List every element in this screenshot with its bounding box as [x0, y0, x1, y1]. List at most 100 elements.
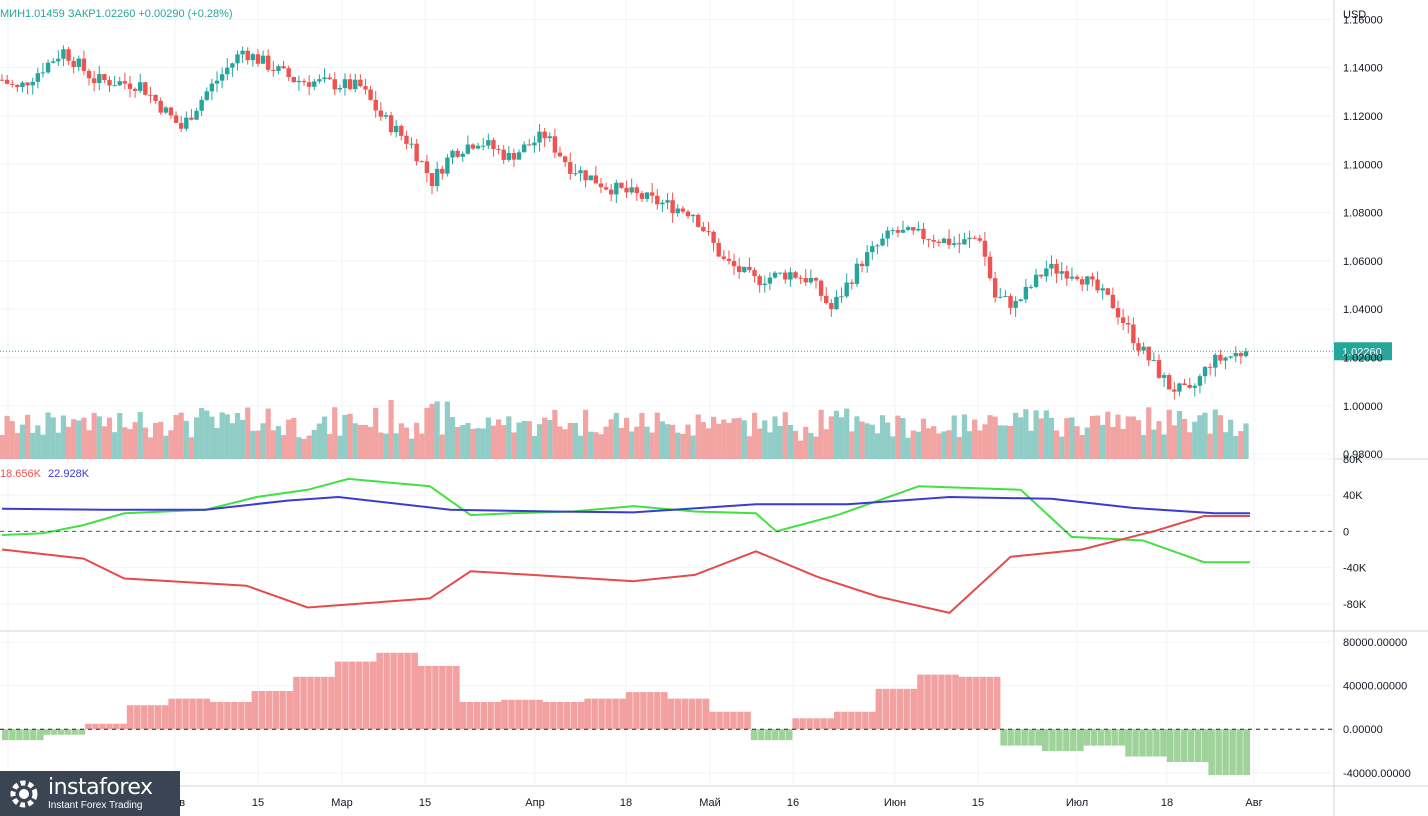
time-tick-label: 15	[972, 797, 984, 809]
volume-bar	[926, 428, 932, 459]
candle-body	[752, 270, 757, 277]
candle-body	[900, 229, 906, 233]
volume-bar	[1176, 411, 1183, 459]
volume-bar	[122, 427, 128, 459]
candle-body	[86, 70, 92, 79]
volume-bar	[895, 415, 901, 459]
logo-brand: instaforex	[48, 774, 153, 800]
volume-bar	[35, 425, 41, 459]
candle-body	[731, 261, 737, 267]
volume-bar	[1048, 417, 1055, 459]
histogram-tick-label: 0.00000	[1343, 724, 1383, 736]
candle-body	[301, 80, 307, 83]
candle-body	[353, 79, 358, 90]
candle-body	[527, 144, 532, 146]
volume-bar	[19, 424, 26, 459]
price-tick-label: 0.98000	[1343, 449, 1383, 461]
volume-bar	[531, 435, 538, 459]
histogram-tick-label: 40000.00000	[1343, 681, 1407, 693]
volume-bar	[685, 424, 691, 459]
candle-body	[762, 283, 767, 286]
time-tick-label: Июл	[1066, 797, 1088, 809]
currency-label: USD	[1343, 9, 1366, 21]
volume-bar	[910, 430, 916, 459]
candle-body	[296, 80, 302, 83]
candle-body	[1207, 366, 1213, 368]
candle-body	[573, 173, 578, 175]
volume-bar	[941, 431, 947, 459]
candle-body	[1131, 324, 1136, 344]
volume-bar	[1002, 425, 1008, 459]
candle-body	[1090, 276, 1095, 280]
volume-bar	[1018, 417, 1024, 459]
candle-body	[332, 79, 337, 90]
volume-bar	[506, 416, 512, 459]
volume-bar	[152, 423, 159, 459]
volume-bar	[439, 434, 445, 459]
volume-bar	[956, 436, 962, 459]
ohlc-legend: МИН1.01459 ЗАКР1.02260 +0.00290 (+0.28%)	[0, 8, 233, 20]
volume-bar	[828, 416, 834, 459]
volume-bar	[91, 412, 97, 459]
candle-body	[230, 63, 235, 68]
candle-body	[844, 282, 849, 297]
volume-bar	[511, 432, 517, 459]
candle-body	[721, 256, 727, 259]
volume-bar	[639, 412, 645, 459]
time-tick-label: Апр	[525, 797, 544, 809]
volume-bar	[296, 437, 302, 459]
candle-body	[204, 91, 209, 100]
candle-body	[547, 136, 552, 139]
candle-body	[1161, 375, 1167, 378]
candle-body	[4, 79, 10, 84]
volume-bar	[931, 426, 937, 459]
cot-lines	[1, 477, 1250, 614]
volume-bar	[337, 435, 343, 459]
candle-body	[839, 296, 844, 298]
volume-bar	[429, 403, 435, 459]
volume-bar	[879, 415, 886, 459]
histogram-tick-label: -40000.00000	[1343, 768, 1411, 780]
volume-bar	[1059, 436, 1065, 459]
time-tick-label: Авг	[1245, 797, 1262, 809]
candle-body	[870, 246, 875, 253]
volume-bar	[173, 415, 179, 459]
cot-legend-value-blue: 22.928K	[48, 468, 90, 480]
candle-body	[609, 189, 614, 195]
volume-bar	[808, 432, 814, 459]
candle-body	[1100, 288, 1105, 291]
volume-bar	[936, 433, 942, 459]
volume-bar	[1053, 430, 1060, 459]
candle-body	[148, 94, 153, 96]
volume-bar	[746, 436, 753, 459]
candle-body	[660, 202, 665, 205]
candle-body	[824, 295, 829, 303]
candle-body	[1197, 376, 1203, 386]
candle-body	[1008, 295, 1013, 308]
candle-body	[726, 258, 732, 262]
candle-body	[1156, 360, 1162, 378]
volume-bar	[1079, 434, 1085, 459]
price-tick-label: 1.06000	[1343, 256, 1383, 268]
candle-body	[1202, 366, 1208, 377]
candle-body	[987, 256, 993, 279]
candle-body	[429, 173, 435, 187]
candle-body	[460, 153, 465, 157]
price-tick-label: 1.10000	[1343, 159, 1383, 171]
candle-body	[895, 230, 901, 233]
volume-bar	[327, 434, 333, 459]
candle-body	[235, 54, 240, 64]
candle-body	[649, 192, 655, 196]
candle-body	[685, 211, 691, 217]
volume-bar	[219, 412, 225, 459]
volume-bar	[1110, 426, 1116, 459]
volume-bar	[1033, 410, 1039, 459]
volume-bar	[920, 418, 927, 459]
volume-bar	[1238, 431, 1244, 459]
candle-body	[675, 208, 680, 214]
volume-bar	[388, 399, 394, 459]
cot-series-line-2	[1, 515, 1250, 614]
price-candles	[0, 45, 1249, 400]
volume-bar	[117, 412, 123, 459]
